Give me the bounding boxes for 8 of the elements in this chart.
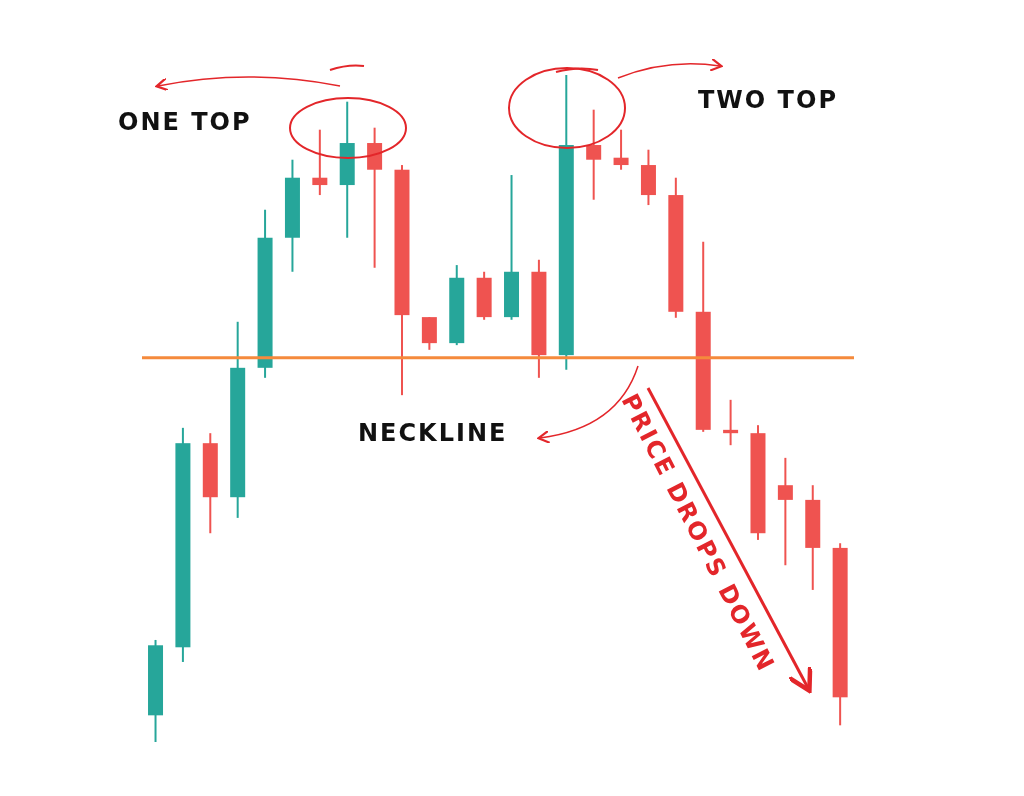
candlestick (312, 128, 328, 197)
candlestick (586, 108, 602, 201)
annotation: TWO TOP (698, 86, 838, 114)
candlestick (777, 456, 793, 567)
candlestick (723, 398, 739, 447)
annotation: NECKLINE (358, 419, 508, 447)
annotation: ONE TOP (118, 108, 252, 136)
candlestick (613, 128, 629, 171)
